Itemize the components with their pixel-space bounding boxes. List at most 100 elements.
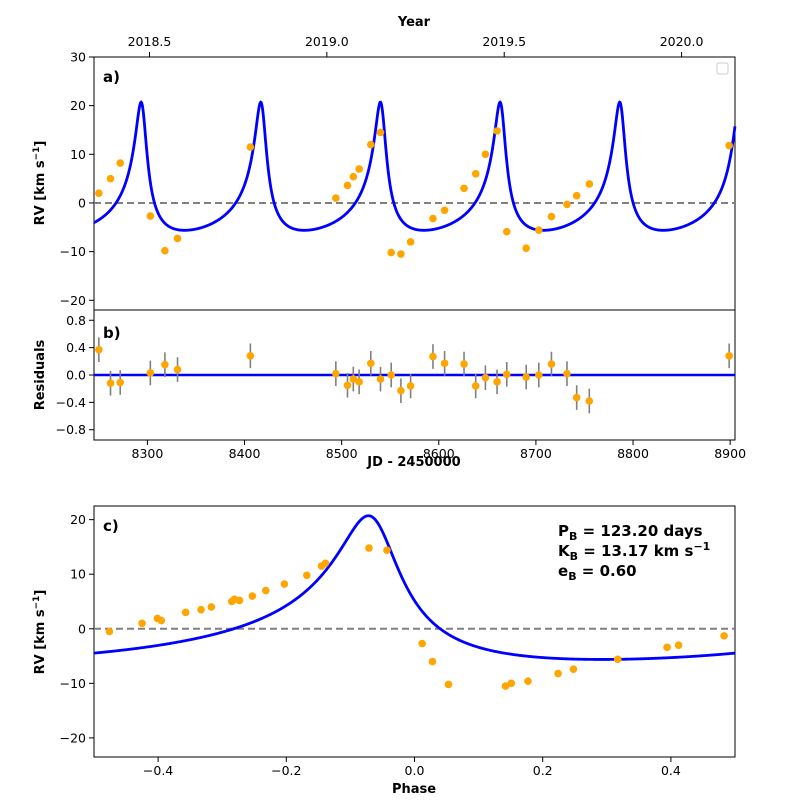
panel-b-data-point [343, 381, 352, 390]
panel-a-data-point [725, 141, 733, 150]
panel-b-xtick-label: 8400 [229, 446, 261, 461]
panel-a-data-point [246, 143, 255, 151]
panel-a-data-point [547, 212, 556, 221]
panel-c-label: c) [103, 517, 119, 535]
panel-a-top-tick-label: 2019.0 [305, 34, 349, 49]
panel-b-data-point [146, 369, 155, 377]
panel-c-ytick-label: 20 [70, 512, 86, 527]
panel-c-data-point [613, 655, 622, 664]
panel-a-ytick-label: 30 [70, 50, 86, 65]
panel-a-data-point [146, 212, 155, 220]
panel-b-data-point [246, 352, 255, 360]
panel-b-data-point [725, 352, 733, 360]
panel-a-data-point [572, 191, 581, 200]
panel-a-data-point [493, 127, 501, 135]
panel-c-data-point [321, 559, 330, 568]
panel-a-data-point [440, 206, 449, 215]
panel-b-data-point [397, 386, 405, 395]
panel-b-data-point [502, 370, 511, 379]
panel-c-data-point [138, 619, 146, 628]
svg-text:RV [km s−1]: RV [km s−1] [32, 141, 48, 226]
panel-b-ylabel: Residuals [33, 339, 48, 410]
panel-c-data-point [280, 580, 289, 588]
panel-b-data-point [471, 382, 480, 390]
panel-c-data-point [501, 682, 510, 690]
panel-c-data-point [674, 641, 683, 649]
panel-b-data-point [547, 360, 556, 368]
panel-b-data-point [366, 359, 375, 368]
panel-b-xtick-label: 8300 [132, 446, 164, 461]
panel-c-ytick-label: −20 [60, 730, 86, 745]
panel-b-data-point [355, 378, 363, 386]
panel-b-data-point [406, 382, 415, 390]
semi-amplitude-annotation: KB = 13.17 km s−1 [558, 540, 710, 563]
panel-a-ytick-label: −10 [60, 244, 86, 259]
panel-b-data-point [460, 360, 468, 368]
panel-a-data-point [387, 248, 395, 257]
panel-c-data-point [181, 608, 190, 617]
panel-c-data-point [554, 669, 562, 678]
panel-b-data-point [376, 375, 385, 383]
panel-b-data-point [563, 369, 571, 378]
panel-b-data-point [116, 378, 125, 387]
panel-a-model-curve [93, 100, 737, 232]
panel-b-label: b) [103, 324, 121, 342]
panel-c-xtick-label: 0.4 [661, 763, 681, 778]
panel-a-data-point [471, 169, 480, 178]
panel-c-phase: −20 −10 0 10 20 −0.4 −0.2 0.0 0.2 0.4 c) Phase RV… [32, 505, 736, 797]
panel-c-data-point [444, 680, 453, 689]
panel-b-data-point [429, 352, 437, 361]
panel-a-ytick-label: −20 [60, 293, 86, 308]
orbit-parameters-annotation: PB = 123.20 days KB = 13.17 km s−1 eB = … [558, 522, 710, 583]
panel-b-data-point [572, 393, 581, 402]
panel-b-data-point [387, 371, 395, 379]
panel-a-data-point [355, 165, 363, 173]
panel-a-data-point [349, 172, 358, 181]
panel-a-data-point [522, 244, 530, 253]
panel-c-ytick-label: 10 [70, 567, 86, 582]
panel-a-top-tick-label: 2018.5 [128, 34, 172, 49]
panel-a-label: a) [103, 68, 120, 86]
panel-a-frame [93, 56, 736, 311]
panel-a-data-point [502, 227, 511, 236]
svg-text:RV [km s−1]: RV [km s−1] [32, 590, 48, 675]
panel-c-data-point [418, 639, 426, 648]
panel-c-data-point [197, 605, 205, 614]
panel-a-data-point [332, 194, 340, 202]
panel-a-ytick-label: 20 [70, 98, 86, 113]
panel-b-ytick-label: 0.4 [66, 340, 86, 355]
panel-b-ytick-label: 0.8 [66, 313, 86, 328]
panel-a-data-point [376, 128, 385, 137]
panel-c-xtick-label: −0.2 [271, 763, 301, 778]
period-annotation: PB = 123.20 days [558, 522, 703, 543]
panel-b-data-point [535, 371, 543, 379]
top-axis-label: Year [397, 15, 431, 30]
panel-a-data-point [481, 150, 490, 159]
panel-a-ytick-label: 0 [78, 195, 86, 210]
panel-c-data-point [303, 571, 311, 580]
panel-a-top-tick-label: 2020.0 [660, 34, 704, 49]
panel-a-data-point [95, 189, 103, 198]
panel-b-residuals: −0.8 −0.4 0.0 0.4 0.8 8300 8400 8500 8600 8700 880… [33, 309, 746, 470]
panel-b-xlabel: JD - 2450000 [366, 455, 460, 470]
panel-a-data-point [585, 180, 594, 188]
panel-c-data-point [207, 603, 216, 611]
panel-c-data-point [383, 546, 391, 554]
panel-c-data-point [663, 643, 671, 652]
panel-c-ylabel: RV [km s−1] [32, 590, 48, 675]
panel-a-data-point [429, 214, 437, 223]
panel-c-data-point [569, 665, 578, 673]
panel-a-data-point [406, 238, 415, 246]
panel-a-data-point [366, 140, 375, 149]
panel-a-data-point [161, 246, 169, 255]
panel-c-data-point [248, 592, 257, 600]
panel-c-xtick-label: −0.4 [143, 763, 173, 778]
panel-b-data-point [349, 375, 358, 383]
panel-b-data-point [481, 373, 490, 382]
panel-c-model-curve [93, 514, 736, 661]
panel-b-data-point [332, 369, 340, 378]
panel-a-data-point [535, 226, 543, 235]
panel-b-xtick-label: 8900 [714, 446, 746, 461]
panel-a-data-point [116, 159, 125, 167]
